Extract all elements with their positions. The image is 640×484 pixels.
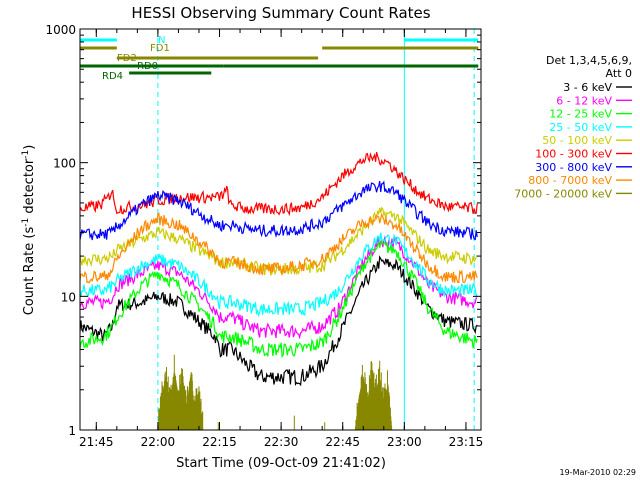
legend-label-8: 7000 - 20000 keV xyxy=(514,187,612,200)
flag-label-1: FD1 xyxy=(150,43,170,54)
x-axis-label: Start Time (09-Oct-09 21:41:02) xyxy=(176,456,386,471)
series-line-8 xyxy=(157,354,393,430)
timestamp: 19-Mar-2010 02:29 xyxy=(560,468,637,477)
legend-label-2: 12 - 25 keV xyxy=(549,108,612,121)
y-tick-label-2: 100 xyxy=(53,157,76,171)
legend-header-line1: Det 1,3,4,5,6,9, xyxy=(546,54,632,67)
legend-label-1: 6 - 12 keV xyxy=(556,94,612,107)
x-tick-label-6: 23:15 xyxy=(449,435,484,449)
y-tick-label-0: 1 xyxy=(68,424,76,438)
series-line-6 xyxy=(80,180,478,241)
y-axis-label-sup2: -1 xyxy=(21,150,31,159)
flag-label-0: N xyxy=(158,35,165,46)
y-axis-label-end: ) xyxy=(22,145,37,150)
x-tick-label-4: 22:45 xyxy=(325,435,360,449)
legend-label-6: 300 - 800 keV xyxy=(535,161,612,174)
y-tick-label-1: 10 xyxy=(61,290,76,304)
legend-label-0: 3 - 6 keV xyxy=(563,81,612,94)
flag-label-3: RD0 xyxy=(137,61,158,72)
series-line-2 xyxy=(80,238,478,359)
y-axis-label-main: Count Rate (s xyxy=(22,227,37,316)
y-axis-label-sup1: -1 xyxy=(21,218,31,227)
chart-title: HESSI Observing Summary Count Rates xyxy=(131,4,430,22)
x-tick-label-0: 21:45 xyxy=(79,435,114,449)
x-tick-label-1: 22:00 xyxy=(141,435,176,449)
legend-label-4: 50 - 100 keV xyxy=(542,134,612,147)
x-tick-label-3: 22:30 xyxy=(264,435,299,449)
legend-header-line2: Att 0 xyxy=(606,67,632,80)
y-tick-label-3: 1000 xyxy=(45,23,76,37)
x-tick-label-2: 22:15 xyxy=(202,435,237,449)
legend-label-3: 25 - 50 keV xyxy=(549,121,612,134)
y-axis-label: Count Rate (s-1 detector-1) xyxy=(21,145,37,316)
x-tick-label-5: 23:00 xyxy=(387,435,422,449)
flag-label-4: RD4 xyxy=(102,71,123,82)
y-axis-label-mid: detector xyxy=(22,158,37,218)
series-line-3 xyxy=(80,232,478,318)
legend-label-7: 800 - 7000 keV xyxy=(528,174,612,187)
series-line-7 xyxy=(80,212,478,284)
plot-frame xyxy=(79,28,482,431)
series-line-0 xyxy=(80,255,478,387)
legend-label-5: 100 - 300 keV xyxy=(535,148,612,161)
flag-label-2: FD2 xyxy=(117,53,137,64)
